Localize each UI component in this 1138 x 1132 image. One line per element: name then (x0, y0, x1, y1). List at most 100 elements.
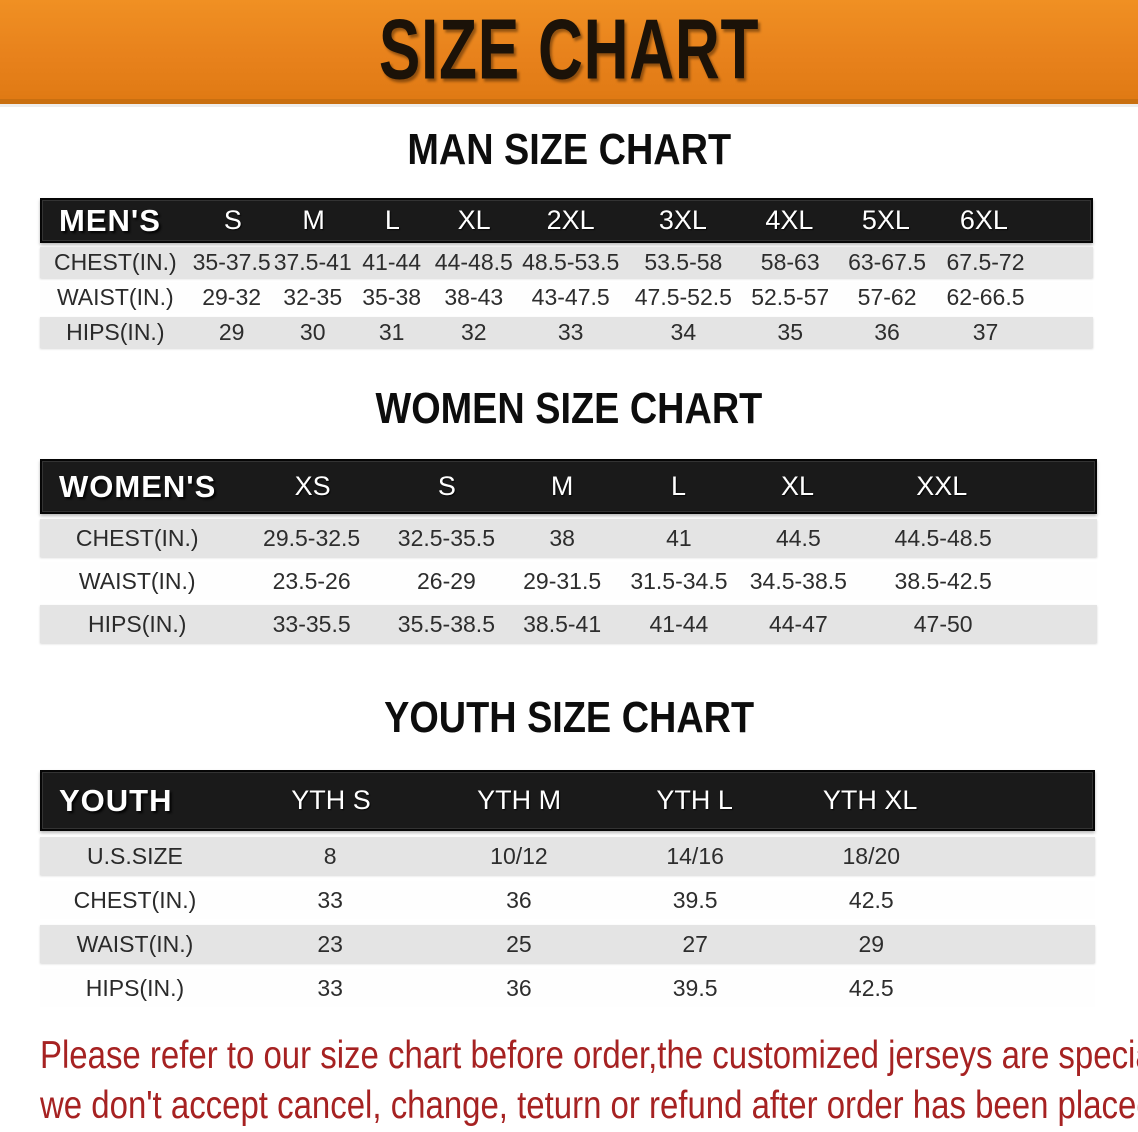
size-value: 23 (317, 930, 343, 957)
column-header: YTH XL (822, 785, 918, 815)
size-value: 37.5-41 (273, 249, 352, 275)
size-value: 33-35.5 (272, 610, 351, 637)
table-row: WAIST(IN.) 23.5-26 26-29 29-31.5 31.5-34.5 34… (40, 562, 1097, 600)
table-row: WAIST(IN.) 23 25 27 29 (40, 925, 1095, 963)
size-value: 30 (299, 319, 326, 345)
size-value: 44-48.5 (434, 249, 513, 275)
row-label: HIPS(IN.) (88, 610, 187, 637)
table-row: HIPS(IN.) 33 36 39.5 42.5 (40, 969, 1095, 1007)
table-row: HIPS(IN.) 33-35.5 35.5-38.5 38.5-41 41-44 44-… (40, 605, 1097, 643)
size-value: 41-44 (649, 610, 709, 637)
size-value: 27 (682, 930, 708, 957)
size-value: 35-38 (362, 284, 422, 310)
column-header: L (384, 205, 400, 235)
table-header-row: WOMEN'S XS S M L XL XXL (40, 459, 1097, 514)
column-header: XL (457, 205, 491, 235)
disclaimer-line-2: we don't accept cancel, change, teturn o… (40, 1084, 1138, 1127)
womens-size-table: WOMEN'S XS S M L XL XXL CHEST(IN.) 29.5-32.5 32.5… (40, 459, 1097, 643)
column-header: XL (780, 471, 815, 501)
size-value: 33 (317, 886, 343, 913)
spacer-cell (1027, 519, 1097, 557)
man-heading-text: MAN SIZE CHART (407, 125, 731, 174)
size-value: 44-47 (768, 610, 828, 637)
size-value: 32 (461, 319, 487, 345)
table-row: CHEST(IN.) 29.5-32.5 32.5-35.5 38 41 44.5 44.5… (40, 519, 1097, 557)
spacer-cell (1025, 461, 1094, 512)
youth-size-table: YOUTH YTH S YTH M YTH L YTH XL U.S.SIZE 8 10/12… (40, 770, 1095, 1007)
row-label: WAIST(IN.) (56, 284, 174, 310)
size-value: 29 (218, 319, 245, 345)
size-value: 32-35 (283, 284, 343, 310)
row-label: WAIST(IN.) (78, 567, 196, 594)
size-value: 41 (666, 524, 692, 551)
spacer-cell (1035, 247, 1093, 278)
row-label: HIPS(IN.) (85, 974, 185, 1001)
table-header-row: MEN'S S M L XL 2XL 3XL 4XL 5XL 6XL (40, 198, 1093, 243)
disclaimer-line-1: Please refer to our size chart before or… (40, 1034, 1138, 1077)
size-value: 38 (549, 524, 575, 551)
spacer-cell (960, 969, 1095, 1007)
table-row: CHEST(IN.) 33 36 39.5 42.5 (40, 881, 1095, 919)
size-value: 31 (378, 319, 405, 345)
column-header: S (223, 205, 242, 235)
spacer-cell (960, 837, 1095, 875)
size-value: 39.5 (672, 886, 718, 913)
size-value: 62-66.5 (946, 284, 1025, 310)
size-value: 35-37.5 (192, 249, 271, 275)
size-value: 41-44 (362, 249, 422, 275)
size-value: 47-50 (913, 610, 973, 637)
size-value: 31.5-34.5 (630, 567, 728, 594)
table-row: U.S.SIZE 8 10/12 14/16 18/20 (40, 837, 1095, 875)
size-value: 29.5-32.5 (263, 524, 361, 551)
size-value: 43-47.5 (531, 284, 610, 310)
table-row: HIPS(IN.) 29 30 31 32 33 34 35 36 37 (40, 317, 1093, 348)
column-header: YTH L (656, 785, 733, 815)
row-label: CHEST(IN.) (73, 886, 197, 913)
size-value: 58-63 (760, 249, 820, 275)
size-value: 14/16 (666, 842, 724, 869)
size-value: 35.5-38.5 (397, 610, 495, 637)
size-value: 36 (506, 974, 532, 1001)
banner-title: SIZE CHART (378, 1, 760, 97)
size-value: 48.5-53.5 (522, 249, 620, 275)
size-value: 34 (670, 319, 697, 345)
women-heading-text: WOMEN SIZE CHART (375, 384, 763, 433)
spacer-cell (1033, 200, 1091, 241)
column-header: YTH M (477, 785, 562, 815)
size-value: 32.5-35.5 (397, 524, 495, 551)
mens-size-table: MEN'S S M L XL 2XL 3XL 4XL 5XL 6XL CHEST(IN.) 35-37… (40, 198, 1093, 348)
size-value: 38-43 (444, 284, 504, 310)
size-value: 23.5-26 (272, 567, 351, 594)
table-row: CHEST(IN.) 35-37.5 37.5-41 41-44 44-48.5 48.5… (40, 247, 1093, 278)
row-label: U.S.SIZE (87, 842, 183, 869)
column-header: YTH S (291, 785, 371, 815)
spacer-cell (1027, 562, 1097, 600)
group-label: MEN'S (59, 202, 161, 238)
disclaimer-text: Please refer to our size chart before or… (40, 1031, 1138, 1131)
spacer-cell (958, 772, 1093, 829)
size-value: 35 (777, 319, 803, 345)
youth-size-chart-heading: YOUTH SIZE CHART (0, 693, 1138, 743)
row-label: HIPS(IN.) (66, 319, 165, 345)
size-value: 33 (557, 319, 584, 345)
size-value: 36 (506, 886, 532, 913)
size-value: 42.5 (848, 974, 894, 1001)
size-value: 39.5 (672, 974, 718, 1001)
row-label: WAIST(IN.) (76, 930, 194, 957)
size-value: 67.5-72 (946, 249, 1025, 275)
column-header: 2XL (546, 205, 595, 235)
size-value: 63-67.5 (848, 249, 927, 275)
spacer-cell (1035, 282, 1093, 313)
size-value: 37 (972, 319, 999, 345)
column-header: XS (294, 471, 331, 501)
size-value: 26-29 (416, 567, 476, 594)
group-label: YOUTH (59, 782, 173, 818)
size-value: 53.5-58 (644, 249, 723, 275)
size-value: 52.5-57 (751, 284, 830, 310)
size-value: 29 (858, 930, 885, 957)
column-header: 3XL (658, 205, 707, 235)
column-header: L (671, 471, 687, 501)
size-value: 38.5-41 (523, 610, 602, 637)
table-row: WAIST(IN.) 29-32 32-35 35-38 38-43 43-47.5 47.… (40, 282, 1093, 313)
column-header: M (302, 205, 325, 235)
